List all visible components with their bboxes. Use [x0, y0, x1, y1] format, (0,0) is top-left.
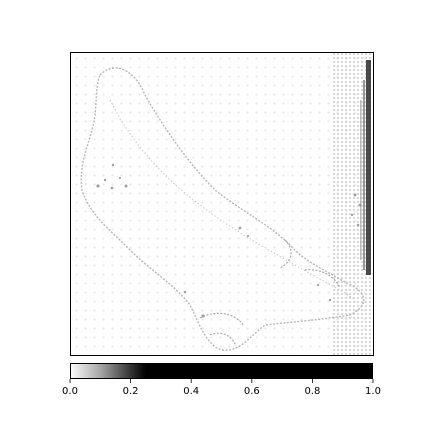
colorbar-gradient [70, 363, 373, 379]
colorbar: 0.0 0.2 0.4 0.6 0.8 1.0 [62, 363, 381, 397]
colorbar-tick-label: 0.8 [304, 386, 320, 397]
toe-contour [199, 239, 341, 347]
colorbar-tick-label: 0.0 [62, 386, 78, 397]
dot-grid-artifacts [70, 52, 373, 355]
heatmap-image [70, 52, 373, 355]
right-edge-band [360, 60, 371, 275]
colorbar-tick-label: 0.6 [244, 386, 260, 397]
colorbar-tick-label: 0.4 [183, 386, 199, 397]
axes-frame [70, 52, 374, 356]
colorbar-frame [70, 363, 373, 379]
foot-outline [80, 67, 365, 351]
colorbar-tick-label: 1.0 [365, 386, 381, 397]
colorbar-tick-label: 0.2 [123, 386, 139, 397]
colorbar-ticks: 0.0 0.2 0.4 0.6 0.8 1.0 [62, 379, 381, 397]
foot-inner-contour [109, 99, 356, 301]
